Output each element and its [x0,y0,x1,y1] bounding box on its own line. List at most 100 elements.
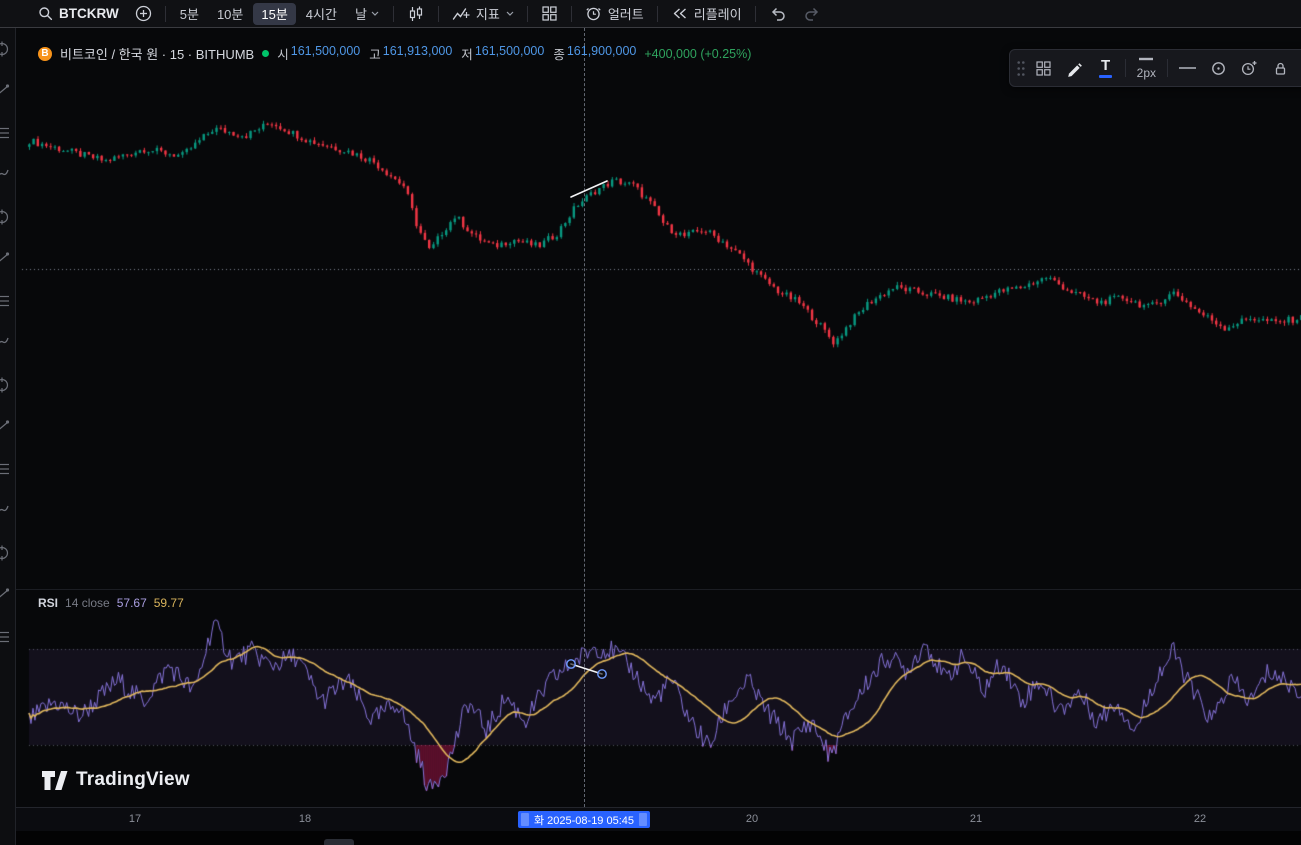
layout-select-button[interactable] [533,0,566,27]
toolbar-separator [527,6,528,22]
drawing-toolbar [0,28,16,845]
toolbar-separator [755,6,756,22]
price-chart-canvas[interactable] [16,28,1301,807]
add-alert-button[interactable] [1234,53,1264,83]
shapes-tool-icon[interactable] [0,250,11,268]
text-color-button[interactable]: T [1091,53,1121,83]
rsi-params: 14 close [65,596,110,610]
pencil-color-button[interactable] [1060,53,1090,83]
main-row: B 비트코인 / 한국 원 · 15 · BITHUMB 시161,500,00… [0,28,1301,845]
settings-button[interactable] [1203,53,1233,83]
search-icon [38,6,53,21]
time-axis-label: 22 [1194,813,1206,825]
replay-label: 리플레이 [694,4,742,23]
delete-button[interactable] [1296,53,1301,83]
pencil-icon [1066,60,1083,77]
layout-icon-button[interactable] [1029,53,1059,83]
line-width-button[interactable]: 2px [1130,53,1163,83]
toolbar-separator [657,6,658,22]
trend-line-tool-icon[interactable] [0,82,11,100]
grid-layout-icon [541,5,558,22]
top-toolbar: BTCKRW 5분10분15분4시간날 [0,0,1301,28]
alarm-clock-icon [585,5,602,22]
trash-tool-icon[interactable] [0,628,11,646]
drag-handle-icon[interactable] [1014,53,1028,83]
candlestick-icon [407,5,425,23]
tradingview-logo-text: TradingView [76,769,190,791]
time-axis-label: 20 [746,813,758,825]
chart-type-button[interactable] [399,0,433,27]
chart-area[interactable]: B 비트코인 / 한국 원 · 15 · BITHUMB 시161,500,00… [16,28,1301,845]
hidden-panel-nub[interactable] [324,839,354,845]
plus-circle-icon [135,5,152,22]
bitcoin-icon: B [38,47,52,61]
rsi-title: RSI [38,596,58,610]
indicators-button[interactable]: 지표 [444,0,522,27]
symbol-legend[interactable]: B 비트코인 / 한국 원 · 15 · BITHUMB 시161,500,00… [38,44,751,63]
interval-button-3[interactable]: 15분 [253,3,295,25]
replay-button[interactable]: 리플레이 [663,0,750,27]
ohlc-pair: 종161,900,000 [553,44,636,63]
compare-add-button[interactable] [127,0,160,27]
symbol-search-button[interactable]: BTCKRW [30,0,127,27]
tradingview-mark-icon [41,770,68,791]
badge-left-cap [521,813,529,826]
time-axis[interactable]: 화 2025-08-19 05:45 1718202122 [16,807,1301,831]
toolbar-separator [1167,59,1168,77]
toolbar-separator [438,6,439,22]
drawing-floating-toolbar[interactable]: T 2px [1009,49,1301,87]
symbol-label: BTCKRW [59,6,119,21]
chevron-down-icon [506,11,514,16]
line-style-icon [1179,66,1196,70]
measure-tool-icon[interactable] [0,292,11,310]
indicators-label: 지표 [476,4,500,23]
fibonacci-tool-icon[interactable] [0,124,11,142]
toolbar-separator [571,6,572,22]
camera-tool-icon[interactable] [0,586,11,604]
undo-button[interactable] [761,0,795,27]
redo-button[interactable] [795,0,829,27]
text-color-bar [1099,75,1112,78]
toolbar-separator [393,6,394,22]
indicator-chart-icon [452,6,470,22]
hide-all-tool-icon[interactable] [0,502,11,520]
interval-button-5[interactable]: 날 [347,3,387,25]
ohlc-pair: 저161,500,000 [461,44,544,63]
crosshair-vline [584,28,585,807]
ohlc-pair: 고161,913,000 [369,44,452,63]
rsi-legend[interactable]: RSI 14 close 57.67 59.77 [38,596,184,610]
symbol-title: 비트코인 / 한국 원 · 15 · BITHUMB [60,44,254,63]
magnet-tool-icon[interactable] [0,376,11,394]
edit-tool-icon[interactable] [0,418,11,436]
pane-separator[interactable] [16,589,1301,590]
lock-all-tool-icon[interactable] [0,460,11,478]
interval-group: 5분10분15분4시간날 [171,3,388,25]
panes-icon [1035,60,1052,77]
tradingview-app: BTCKRW 5분10분15분4시간날 [0,0,1301,845]
tree-tool-icon[interactable] [0,544,11,562]
lock-button[interactable] [1265,53,1295,83]
toolbar-separator [1125,59,1126,77]
interval-button-4[interactable]: 4시간 [298,3,345,25]
rsi-value: 57.67 [117,596,147,610]
alert-label: 얼러트 [608,4,644,23]
rsi-ma-value: 59.77 [154,596,184,610]
toolbar-separator [165,6,166,22]
interval-button-2[interactable]: 10분 [209,3,251,25]
rewind-icon [671,6,688,21]
clock-plus-icon [1240,59,1258,77]
crosshair-time-badge: 화 2025-08-19 05:45 [518,811,650,828]
line-style-button[interactable] [1172,53,1202,83]
brush-tool-icon[interactable] [0,166,11,184]
settings-ring-icon [1210,60,1227,77]
cursor-cross-tool-icon[interactable] [0,40,11,58]
text-tool-icon[interactable] [0,208,11,226]
tradingview-logo[interactable]: TradingView [41,769,190,791]
time-axis-label: 18 [299,813,311,825]
interval-button-1[interactable]: 5분 [172,3,207,25]
line-width-icon [1139,57,1153,61]
price-change: +400,000 (+0.25%) [644,47,751,61]
chevron-down-icon [371,11,379,16]
zoom-tool-icon[interactable] [0,334,11,352]
alert-button[interactable]: 얼러트 [577,0,652,27]
